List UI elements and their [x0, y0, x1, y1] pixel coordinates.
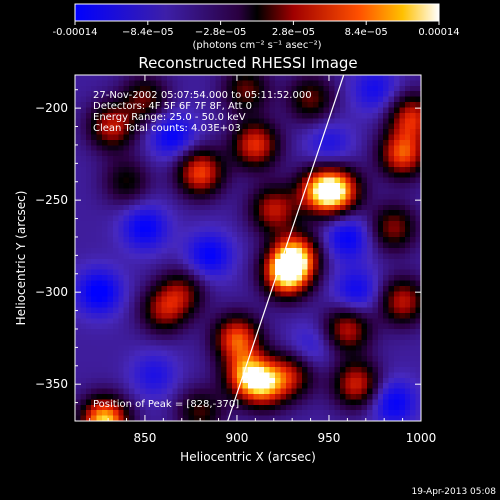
colorbar-ticks: -0.00014 −8.4e−05 −2.8e−05 2.8e−05 8.4e−05 0.… — [53, 21, 460, 38]
footer-date: 19-Apr-2013 05:08 — [412, 487, 497, 497]
colorbar — [74, 3, 440, 22]
info-total-counts: Clean Total counts: 4.03E+03 — [93, 123, 241, 134]
y-tick-label: −300 — [35, 285, 68, 299]
y-axis: −200 −250 −300 −350 — [35, 89, 421, 404]
y-tick-label: −200 — [35, 101, 68, 115]
x-tick-label: 950 — [318, 431, 341, 445]
info-energy-range: Energy Range: 25.0 - 50.0 keV — [93, 112, 246, 123]
colorbar-tick-label: −2.8e−05 — [195, 27, 247, 38]
y-tick-label: −250 — [35, 193, 68, 207]
x-tick-label: 900 — [226, 431, 249, 445]
heatmap-area — [75, 75, 421, 421]
chart-title: Reconstructed RHESSI Image — [138, 54, 357, 72]
x-axis: 850 900 950 1000 — [89, 75, 437, 445]
y-tick-label: −350 — [35, 377, 68, 391]
colorbar-tick-label: -0.00014 — [53, 27, 98, 38]
plot-frame — [74, 74, 422, 422]
y-axis-label: Heliocentric Y (arcsec) — [14, 191, 28, 326]
x-axis-label: Heliocentric X (arcsec) — [180, 450, 316, 464]
colorbar-unit-label: (photons cm⁻² s⁻¹ asec⁻²) — [192, 40, 321, 51]
colorbar-tick-label: 0.00014 — [418, 27, 459, 38]
heatmap-image — [75, 75, 421, 421]
x-tick-label: 1000 — [406, 431, 437, 445]
info-detectors: Detectors: 4F 5F 6F 7F 8F, Att 0 — [93, 101, 252, 112]
solar-limb-line — [227, 75, 345, 421]
colorbar-tick-label: 8.4e−05 — [345, 27, 388, 38]
x-tick-label: 850 — [133, 431, 156, 445]
info-time-range: 27-Nov-2002 05:07:54.000 to 05:11:52.000 — [93, 90, 312, 101]
colorbar-tick-label: −8.4e−05 — [122, 27, 174, 38]
peak-position-label: Position of Peak = [828,-370] — [93, 399, 239, 410]
colorbar-tick-label: 2.8e−05 — [272, 27, 315, 38]
